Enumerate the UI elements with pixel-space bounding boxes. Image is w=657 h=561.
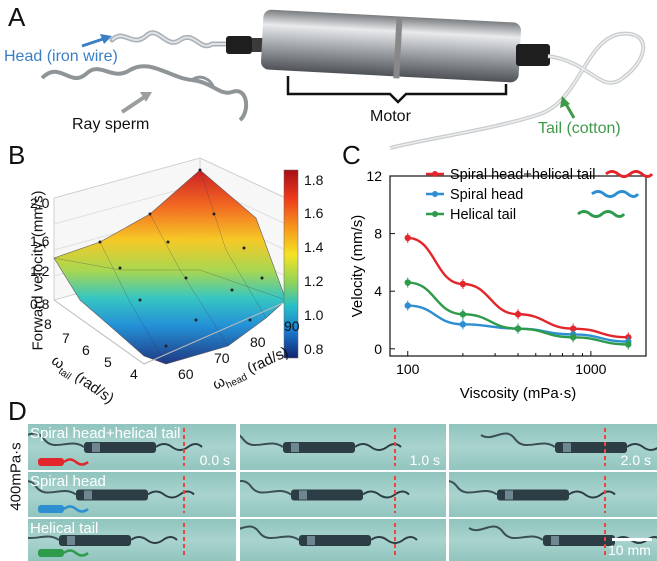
legend-marker-1 [432, 191, 438, 197]
x-axis-label: Viscosity (mPa·s) [460, 385, 576, 402]
colorbar-tick-1-2: 1.2 [304, 273, 324, 289]
panel-d-letter: D [8, 396, 27, 426]
colorbar-tick-1-4: 1.4 [304, 239, 324, 255]
tail-label: Tail (cotton) [538, 120, 621, 137]
y-tick-90: 90 [284, 318, 300, 334]
z-tick-1-6: 1.6 [30, 233, 50, 249]
row-swatch [38, 505, 89, 513]
y-tick-label: 8 [374, 226, 382, 242]
sperm-arrow [120, 94, 148, 114]
video-frame: 2.0 s [449, 424, 657, 470]
legend-swatch-2 [577, 210, 626, 218]
frame-time-label: 1.0 s [409, 452, 440, 468]
frame-time-label: 0.0 s [199, 452, 230, 468]
x-tick-label: 100 [396, 361, 420, 377]
x-tick-6: 6 [82, 342, 90, 358]
legend-marker-0 [432, 171, 438, 177]
swimmer-drawing [468, 523, 657, 557]
x-tick-5: 5 [104, 354, 112, 370]
data-point [459, 321, 467, 328]
swimmer-drawing [28, 476, 195, 513]
data-point [459, 280, 467, 288]
colorbar-tick-1-8: 1.8 [304, 172, 324, 188]
z-tick-1-2: 1.2 [30, 263, 50, 279]
panel-a-letter: A [8, 2, 26, 32]
panel-b-surface-plot [53, 157, 299, 365]
legend-swatch-1 [591, 190, 640, 198]
data-point [404, 234, 411, 242]
y-tick-80: 80 [250, 334, 266, 350]
front-connector [226, 36, 252, 54]
scale-bar [612, 538, 652, 541]
y-axis-label: Velocity (mm/s) [349, 215, 366, 318]
data-point [514, 311, 522, 318]
motor-body [261, 9, 521, 83]
data-point [625, 341, 632, 348]
data-point [514, 325, 522, 332]
data-point [569, 325, 577, 332]
frame-time-label: 2.0 s [620, 452, 651, 468]
legend-marker-2 [432, 211, 438, 217]
y-tick-label: 12 [366, 168, 382, 184]
y-tick-label: 4 [374, 283, 382, 299]
y-tick-label: 0 [374, 341, 382, 357]
swimmer-drawing [28, 523, 185, 557]
row-label: Spiral head+helical tail [30, 425, 181, 442]
panel-c-velocity-chart: 0 4 8 12 100 1000 Viscosity (mPa·s) Velocity (m… [349, 167, 654, 402]
row-swatch [38, 549, 89, 557]
x-tick-4: 4 [130, 366, 138, 382]
z-tick-2-0: 2.0 [30, 195, 50, 211]
data-point [404, 279, 411, 286]
colorbar-tick-0-8: 0.8 [304, 341, 324, 357]
panel-c-letter: C [342, 140, 361, 170]
row-label: Helical tail [30, 520, 99, 537]
swimmer-drawing [240, 476, 410, 513]
series-line-2 [407, 281, 629, 346]
legend-label-2: Helical tail [450, 207, 516, 223]
legend-label-0: Spiral head+helical tail [450, 167, 596, 183]
colorbar-tick-1-6: 1.6 [304, 205, 324, 221]
motor-brace [286, 76, 508, 104]
head-label: Head (iron wire) [4, 48, 118, 65]
swimmer-drawing [480, 428, 657, 466]
viscosity-side-label: 400mPa·s [7, 442, 25, 511]
sperm-label: Ray sperm [72, 116, 150, 133]
colorbar-tick-1-0: 1.0 [304, 307, 324, 323]
legend-swatch-0 [605, 170, 654, 178]
head-arrow [81, 36, 107, 48]
series-line-0 [407, 236, 629, 339]
video-frame [240, 519, 446, 561]
video-frame: 1.0 s [240, 424, 446, 470]
colorbar [283, 169, 299, 359]
data-point [404, 302, 411, 309]
scale-bar-label: 10 mm [608, 542, 651, 558]
swimmer-drawing [240, 523, 418, 557]
z-tick-0-8: 0.8 [30, 296, 50, 312]
legend-label-1: Spiral head [450, 187, 523, 203]
panel-b-letter: B [8, 140, 26, 170]
ray-sperm [40, 64, 249, 122]
data-point [459, 311, 467, 318]
swimmer-drawing [240, 428, 402, 466]
swimmer-drawing [28, 428, 203, 466]
x-tick-label: 1000 [575, 361, 606, 377]
x-tick-7: 7 [62, 330, 70, 346]
panel-a-illustration [40, 9, 646, 150]
video-frame [240, 472, 446, 517]
data-point [569, 334, 577, 341]
row-label: Spiral head [30, 473, 106, 490]
row-swatch [38, 458, 89, 466]
swimmer-drawing [449, 476, 616, 513]
x-tick-8: 8 [44, 316, 52, 332]
motor-label: Motor [370, 108, 411, 125]
video-frame [28, 472, 236, 517]
y-tick-60: 60 [178, 366, 194, 382]
tail-arrow [564, 103, 576, 119]
y-tick-70: 70 [214, 350, 230, 366]
video-frame [449, 472, 657, 517]
